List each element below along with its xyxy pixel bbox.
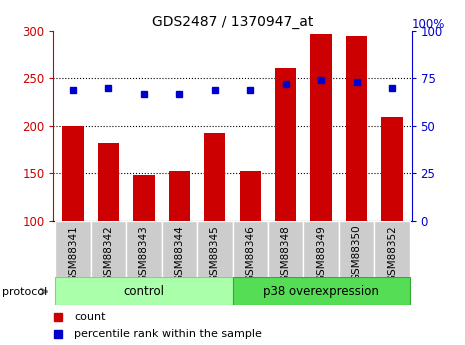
Text: GSM88348: GSM88348 [281,225,291,282]
Bar [346,36,367,316]
Text: GSM88346: GSM88346 [245,225,255,282]
Bar [239,171,261,316]
Text: GSM88345: GSM88345 [210,225,220,282]
Text: GSM88352: GSM88352 [387,225,397,282]
Text: GSM88350: GSM88350 [352,225,362,282]
Bar [232,221,268,278]
Bar [55,277,232,305]
Text: count: count [74,313,106,323]
Text: GSM88343: GSM88343 [139,225,149,282]
Text: GSM88344: GSM88344 [174,225,184,282]
Bar [204,132,226,316]
Bar [98,143,119,316]
Bar [232,277,410,305]
Text: percentile rank within the sample: percentile rank within the sample [74,329,262,338]
Title: GDS2487 / 1370947_at: GDS2487 / 1370947_at [152,14,313,29]
Text: GSM88349: GSM88349 [316,225,326,282]
Text: control: control [123,285,164,298]
Bar [91,221,126,278]
Bar [311,34,332,316]
Text: 100%: 100% [412,18,445,31]
Text: GSM88341: GSM88341 [68,225,78,282]
Bar [275,68,296,316]
Bar [169,171,190,316]
Bar [197,221,232,278]
Bar [162,221,197,278]
Bar [303,221,339,278]
Bar [62,126,84,316]
Bar [374,221,410,278]
Bar [126,221,162,278]
Bar [268,221,303,278]
Bar [381,117,403,316]
Bar [339,221,374,278]
Bar [133,175,154,316]
Text: GSM88342: GSM88342 [103,225,113,282]
Text: p38 overexpression: p38 overexpression [263,285,379,298]
Text: protocol: protocol [2,287,47,296]
Bar [55,221,91,278]
